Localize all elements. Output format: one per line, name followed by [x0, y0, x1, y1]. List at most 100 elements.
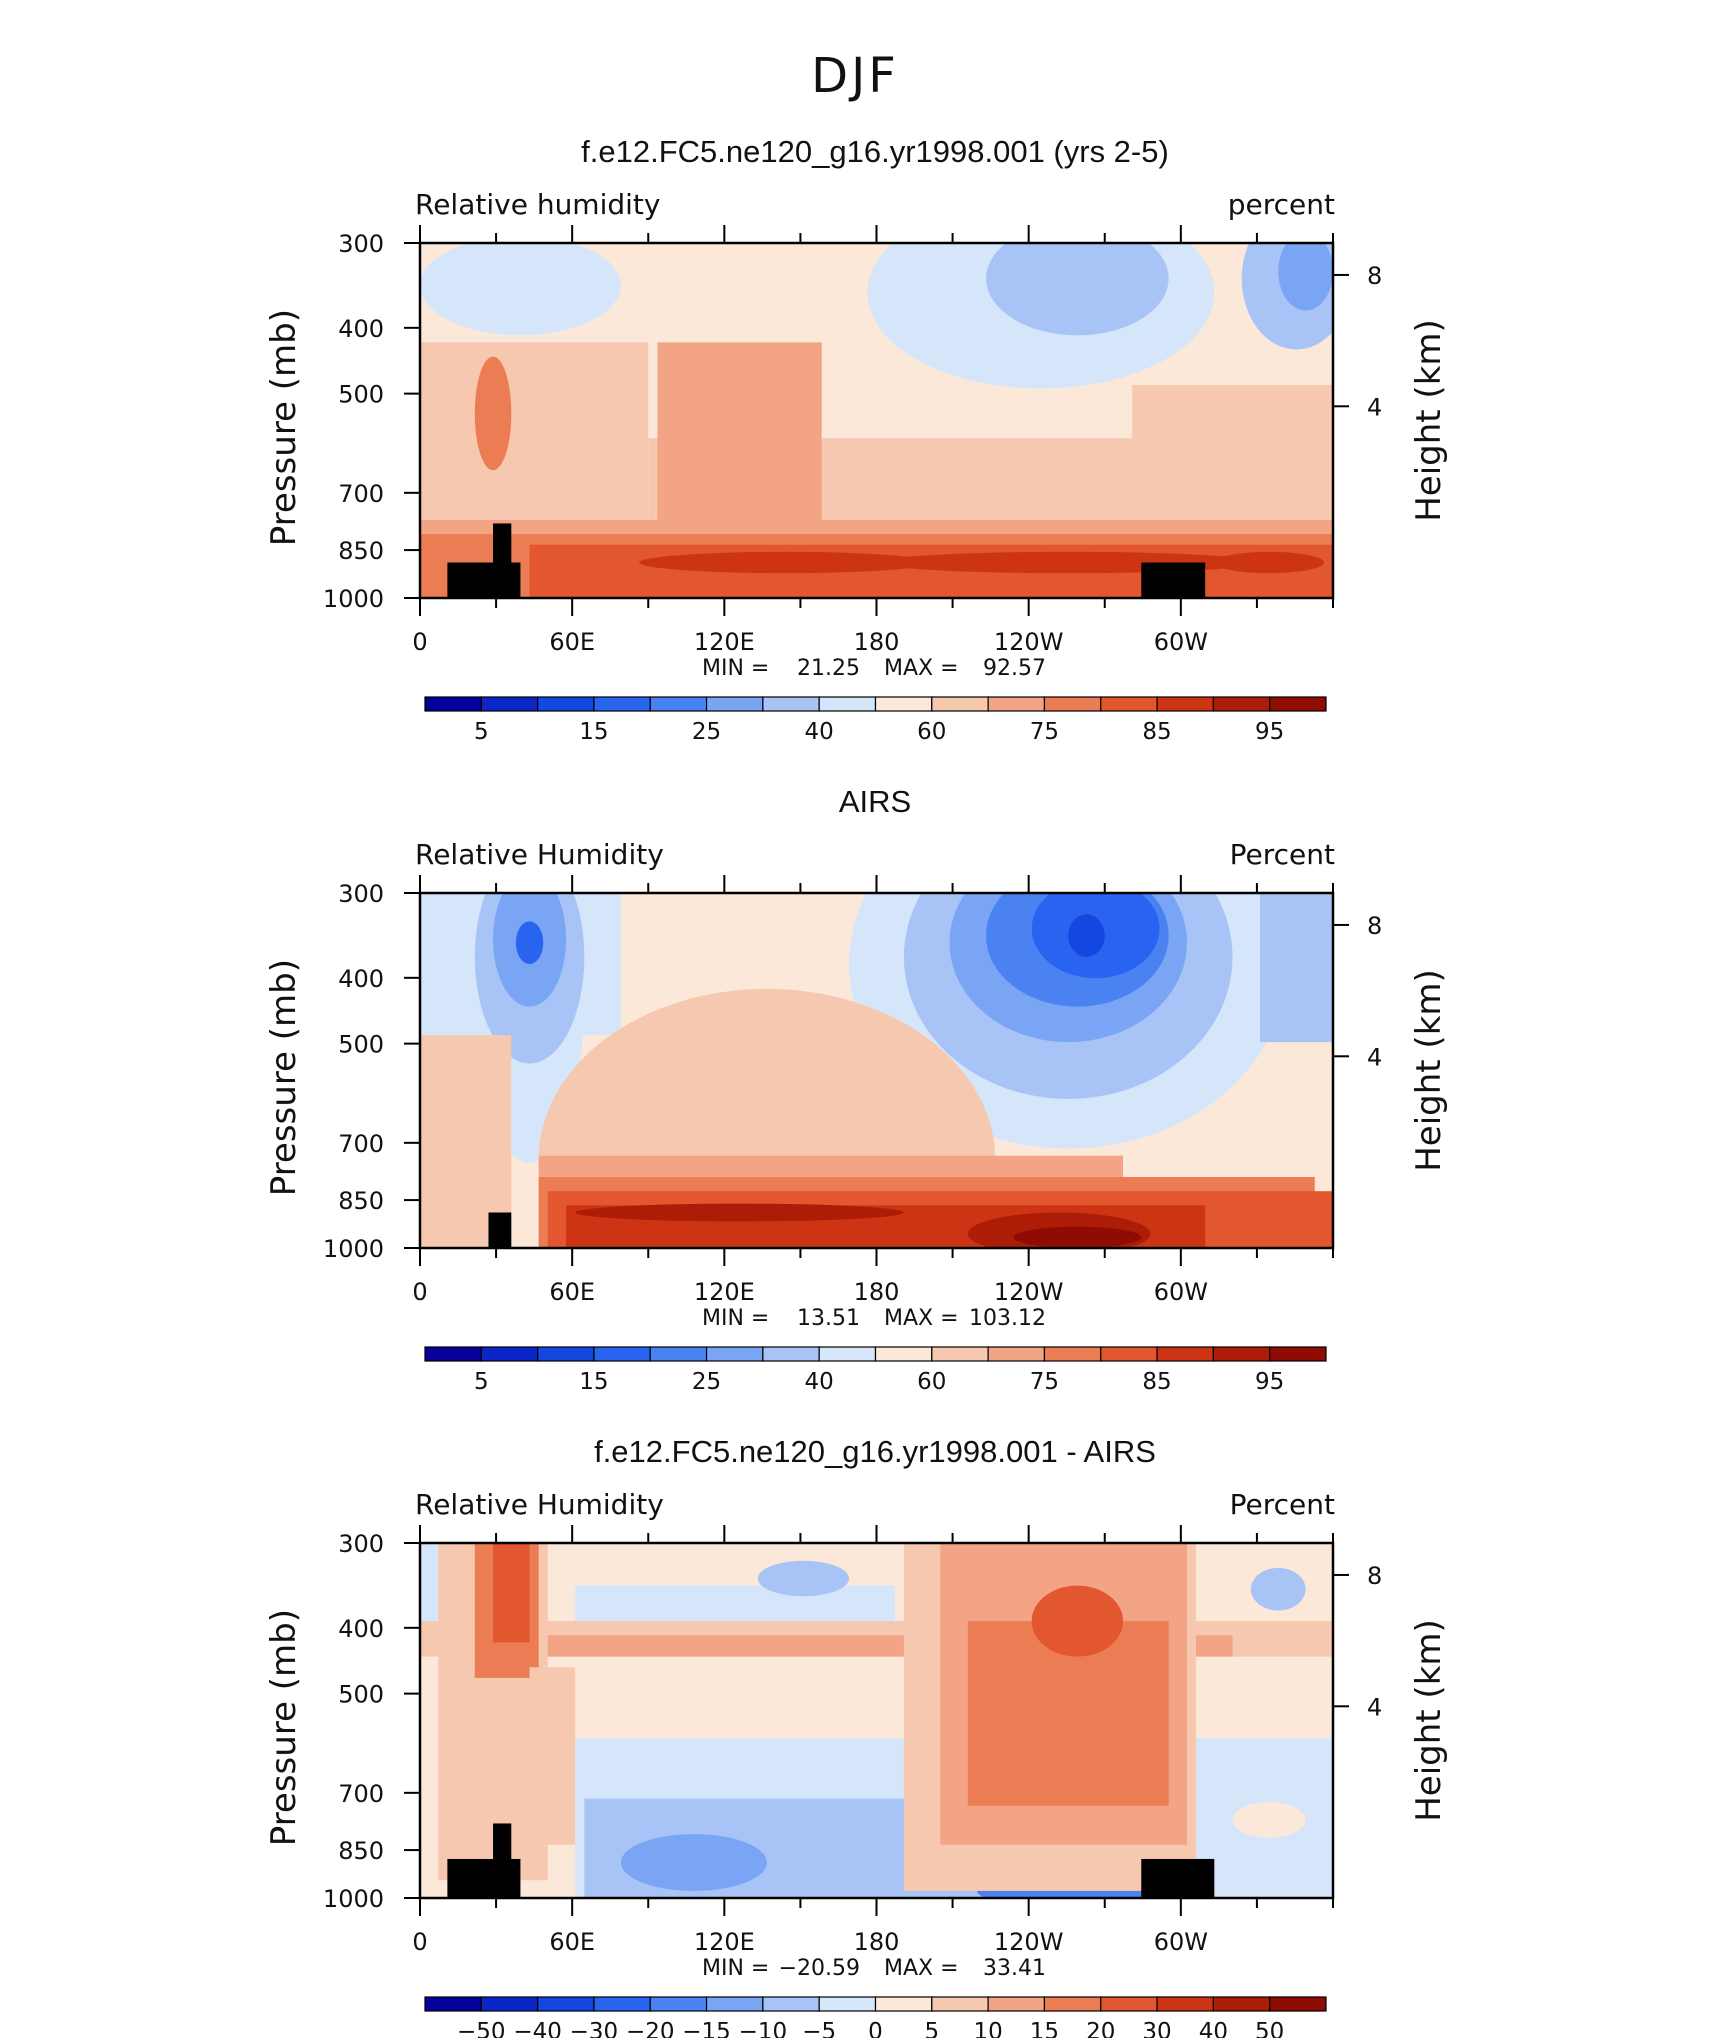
colorbar-swatch	[1269, 1996, 1327, 2012]
y-tick-label: 500	[338, 1031, 384, 1059]
y-tick-label: 400	[338, 315, 384, 343]
y-tick-label: 700	[338, 480, 384, 508]
colorbar-swatch	[762, 696, 820, 712]
colorbar-swatch	[424, 1996, 482, 2012]
colorbar-label: 10	[973, 2019, 1002, 2038]
colorbar-label: −5	[802, 2019, 836, 2038]
contour-region	[757, 1560, 850, 1597]
y-tick-label: 850	[338, 1187, 384, 1215]
colorbar-swatch	[818, 1346, 877, 1362]
colorbar-swatch	[1212, 696, 1271, 712]
colorbar-swatch	[1043, 1996, 1102, 2012]
colorbar-label: −15	[682, 2019, 731, 2038]
colorbar-swatch	[987, 1346, 1046, 1362]
x-tick-label: 60E	[549, 628, 595, 656]
colorbar-swatch	[1043, 1346, 1102, 1362]
colorbar-swatch	[1212, 1346, 1271, 1362]
colorbar-label: 40	[1199, 2019, 1228, 2038]
colorbar-swatch	[1043, 696, 1102, 712]
colorbar-label: 60	[917, 1369, 946, 1395]
min-value: −20.59	[779, 1956, 860, 1981]
colorbar-swatch	[593, 1996, 651, 2012]
contour-region	[1013, 1226, 1142, 1248]
contour-region	[657, 342, 822, 520]
field-label-left: Relative Humidity	[415, 1488, 664, 1521]
y-axis-right-label: Height (km)	[1409, 319, 1449, 522]
x-tick-label: 120W	[994, 1278, 1064, 1306]
chart-title: f.e12.FC5.ne120_g16.yr1998.001 - AIRS	[594, 1434, 1156, 1469]
x-tick-label: 180	[854, 628, 900, 656]
colorbar-swatch	[1100, 696, 1158, 712]
colorbar-swatch	[987, 1996, 1046, 2012]
x-tick-label: 120W	[994, 628, 1064, 656]
colorbar-label: 95	[1255, 719, 1284, 745]
colorbar-swatch	[593, 1346, 651, 1362]
colorbar-swatch	[818, 1996, 877, 2012]
colorbar-label: −30	[570, 2019, 619, 2038]
y-tick-label: 300	[338, 880, 384, 908]
units-label-right: Percent	[1230, 1488, 1335, 1521]
chart-panel-3: f.e12.FC5.ne120_g16.yr1998.001 - AIRS Rel…	[264, 1434, 1449, 2038]
colorbar-label: 60	[917, 719, 946, 745]
colorbar-label: 85	[1142, 719, 1171, 745]
field-layer	[420, 1543, 1333, 1898]
colorbar-label: 5	[474, 719, 489, 745]
colorbar-label: 75	[1030, 719, 1059, 745]
max-value: 33.41	[983, 1956, 1046, 1981]
x-tick-label: 120W	[994, 1928, 1064, 1956]
y-tick-label: 1000	[323, 1235, 384, 1263]
chart-panel-1: f.e12.FC5.ne120_g16.yr1998.001 (yrs 2-5)…	[264, 134, 1449, 745]
y-axis-right-label: Height (km)	[1409, 1619, 1449, 1822]
topography-mask	[493, 1823, 512, 1898]
contour-region	[1031, 1585, 1124, 1657]
contour-region	[493, 1543, 530, 1643]
colorbar-swatch	[649, 696, 708, 712]
y-tick-label: 700	[338, 1780, 384, 1808]
x-tick-label: 120E	[694, 1928, 755, 1956]
y-tick-label: 500	[338, 381, 384, 409]
min-label: MIN =	[702, 1956, 769, 1981]
contour-region	[1068, 914, 1105, 957]
contour-region	[1250, 1567, 1306, 1611]
topography-mask	[493, 523, 512, 598]
colorbar-label: 25	[692, 719, 721, 745]
colorbar-swatch	[705, 1346, 764, 1362]
colorbar-swatch	[537, 1346, 595, 1362]
colorbar-swatch	[1269, 696, 1327, 712]
field-label-left: Relative Humidity	[415, 838, 664, 871]
colorbar-swatch	[705, 1996, 764, 2012]
y-tick-label: 700	[338, 1130, 384, 1158]
colorbar-swatch	[705, 696, 764, 712]
colorbar-swatch	[931, 1346, 989, 1362]
max-value: 103.12	[969, 1306, 1046, 1331]
y-tick-label: 400	[338, 965, 384, 993]
colorbar-label: 50	[1255, 2019, 1284, 2038]
chart-title: AIRS	[839, 784, 911, 819]
colorbar-label: 95	[1255, 1369, 1284, 1395]
x-tick-label: 180	[854, 1928, 900, 1956]
min-label: MIN =	[702, 1306, 769, 1331]
colorbar-swatch	[537, 1996, 595, 2012]
x-tick-label: 60W	[1154, 628, 1208, 656]
colorbar-swatch	[1156, 1346, 1214, 1362]
colorbar-label: 15	[1030, 2019, 1059, 2038]
field-label-left: Relative humidity	[415, 188, 660, 221]
x-tick-label: 180	[854, 1278, 900, 1306]
units-label-right: percent	[1228, 188, 1335, 221]
contour-region	[515, 921, 544, 964]
x-tick-label: 0	[412, 1278, 427, 1306]
colorbar-label: 25	[692, 1369, 721, 1395]
y-axis-label: Pressure (mb)	[264, 1609, 304, 1846]
contour-region	[1214, 551, 1324, 574]
units-label-right: Percent	[1230, 838, 1335, 871]
colorbar-swatch	[1156, 696, 1214, 712]
colorbar-label: 40	[805, 1369, 834, 1395]
colorbar-swatch	[1269, 1346, 1327, 1362]
colorbar-swatch	[480, 1996, 539, 2012]
colorbar-label: 0	[868, 2019, 883, 2038]
colorbar-swatch	[424, 696, 482, 712]
y-tick-label: 300	[338, 230, 384, 258]
colorbar-label: 5	[474, 1369, 489, 1395]
